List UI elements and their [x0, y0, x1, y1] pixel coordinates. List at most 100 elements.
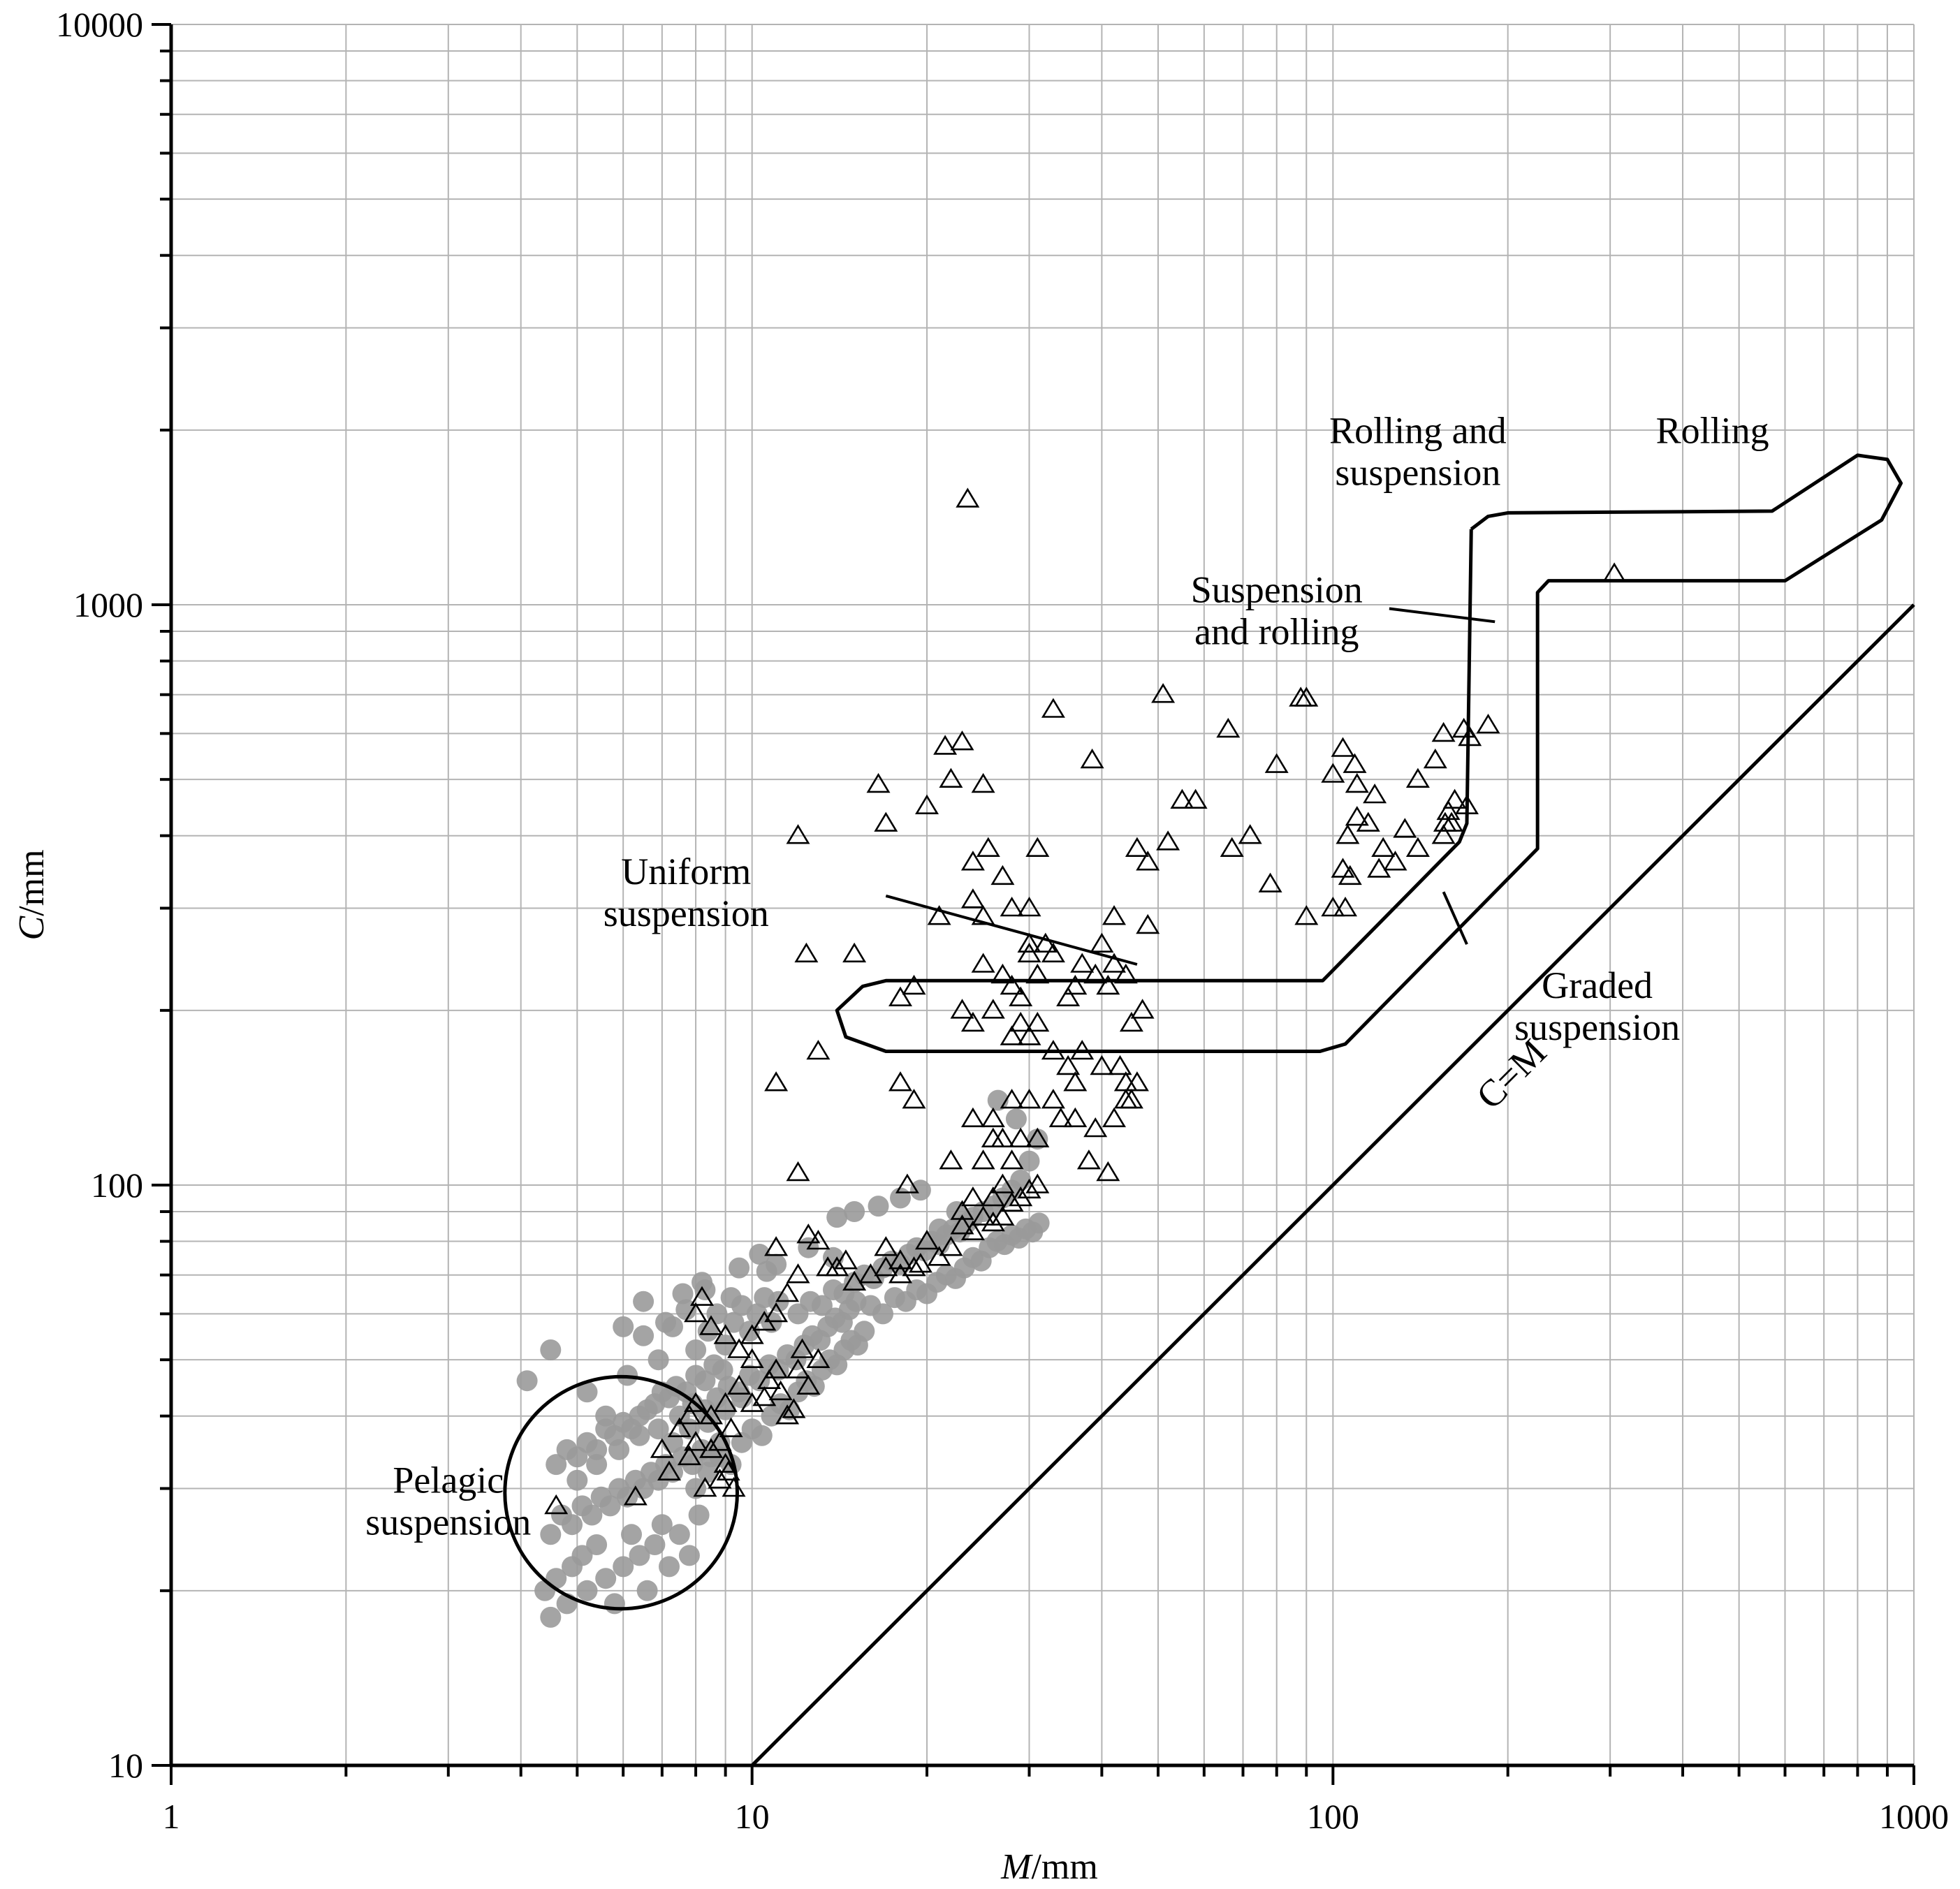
- data-point-triangle: [544, 1494, 569, 1515]
- data-point-triangle: [677, 1404, 701, 1425]
- data-point-triangle: [1405, 767, 1430, 788]
- data-point-triangle: [950, 1214, 974, 1235]
- data-point-triangle: [981, 999, 1005, 1019]
- data-point-triangle: [939, 1236, 963, 1256]
- data-point-circle: [576, 1381, 598, 1403]
- data-point-triangle: [796, 1374, 821, 1395]
- data-point-triangle: [1113, 963, 1138, 984]
- data-point-triangle: [1096, 974, 1120, 995]
- data-point-triangle: [782, 1398, 806, 1418]
- data-point-circle: [1005, 1108, 1027, 1130]
- data-point-triangle: [960, 888, 985, 909]
- data-point-triangle: [1083, 1117, 1108, 1138]
- data-point-triangle: [950, 730, 974, 751]
- data-point-triangle: [1431, 824, 1456, 844]
- data-point-triangle: [719, 1417, 743, 1437]
- data-point-triangle: [1017, 896, 1041, 917]
- annotation-line: Rolling and: [1329, 409, 1507, 451]
- data-point-triangle: [960, 1220, 985, 1240]
- data-point-triangle: [858, 1263, 883, 1284]
- data-point-triangle: [1017, 942, 1041, 963]
- data-point-triangle: [1025, 837, 1050, 857]
- data-point-circle: [648, 1349, 669, 1371]
- reference-line-c-equals-m: [750, 603, 1915, 1767]
- data-point-triangle: [981, 1211, 1005, 1232]
- data-point-circle: [633, 1325, 654, 1346]
- data-point-triangle: [990, 1205, 1015, 1226]
- data-point-circle: [678, 1545, 700, 1566]
- data-point-triangle: [1041, 698, 1065, 718]
- axis-label-unit: /mm: [1031, 1847, 1097, 1887]
- data-point-triangle: [1151, 683, 1176, 703]
- data-point-circle: [621, 1524, 642, 1545]
- data-point-triangle: [1333, 896, 1357, 917]
- data-point-circle: [890, 1187, 911, 1209]
- data-point-triangle: [1345, 772, 1369, 793]
- data-point-triangle: [727, 1338, 752, 1358]
- data-point-triangle: [650, 1438, 674, 1458]
- annotation-line: Graded: [1542, 964, 1653, 1006]
- data-point-triangle: [1017, 932, 1041, 953]
- data-point-circle: [540, 1606, 562, 1628]
- y-tick-label: 10000: [56, 5, 143, 44]
- annotation-line: suspension: [1514, 1006, 1680, 1048]
- data-point-circle: [581, 1504, 603, 1526]
- data-point-triangle: [1440, 811, 1464, 832]
- data-point-triangle: [775, 1404, 800, 1425]
- data-point-triangle: [657, 1460, 681, 1480]
- data-point-triangle: [667, 1417, 692, 1437]
- data-point-circle: [688, 1504, 710, 1526]
- data-point-triangle: [690, 1286, 714, 1306]
- data-point-circle: [692, 1272, 712, 1293]
- data-point-triangle: [1041, 942, 1065, 963]
- data-point-circle: [586, 1439, 608, 1460]
- data-point-triangle: [677, 1445, 701, 1466]
- data-point-triangle: [1220, 837, 1244, 857]
- data-point-triangle: [1000, 1191, 1024, 1212]
- data-point-triangle: [960, 1107, 985, 1128]
- data-point-circle: [571, 1545, 593, 1566]
- x-tick-label: 100: [1307, 1797, 1359, 1836]
- data-point-triangle: [939, 767, 963, 788]
- data-point-triangle: [1102, 953, 1126, 973]
- data-point-triangle: [971, 772, 995, 793]
- annotation-rolling-and-suspension: Rolling and suspension: [1329, 409, 1507, 493]
- data-point-triangle: [981, 1127, 1005, 1147]
- data-point-triangle: [1090, 1054, 1114, 1075]
- region-suspension-rolling-leader: [1389, 607, 1495, 624]
- data-point-circle: [562, 1514, 583, 1536]
- data-point-circle: [729, 1257, 750, 1279]
- data-point-triangle: [1476, 713, 1500, 734]
- region-graded-leader: [1442, 891, 1468, 946]
- data-point-triangle: [806, 1039, 831, 1060]
- data-point-triangle: [1102, 1107, 1126, 1128]
- region-upper-boundary: [835, 453, 1903, 1053]
- data-point-circle: [751, 1425, 773, 1446]
- data-point-triangle: [786, 824, 810, 844]
- data-point-circle: [613, 1316, 634, 1337]
- data-point-triangle: [1009, 1127, 1033, 1147]
- data-point-triangle: [1136, 851, 1160, 871]
- data-point-triangle: [1119, 1011, 1143, 1032]
- data-point-circle: [811, 1295, 833, 1316]
- data-point-triangle: [816, 1256, 840, 1277]
- data-point-circle: [604, 1593, 625, 1615]
- data-point-circle: [644, 1534, 666, 1555]
- data-point-triangle: [1156, 830, 1180, 851]
- data-point-triangle: [1338, 865, 1362, 885]
- region-uniform-leader: [885, 894, 1138, 966]
- data-point-triangle: [1423, 748, 1447, 769]
- data-point-triangle: [927, 1246, 951, 1266]
- data-point-triangle: [1321, 896, 1345, 917]
- data-point-triangle: [740, 1324, 764, 1344]
- data-point-triangle: [1113, 1071, 1138, 1091]
- data-point-circle: [540, 1339, 562, 1360]
- data-point-circle: [636, 1580, 658, 1601]
- data-point-triangle: [1063, 974, 1088, 995]
- data-point-triangle: [1000, 896, 1024, 917]
- data-point-circle: [613, 1556, 634, 1578]
- data-point-triangle: [1033, 932, 1058, 953]
- data-point-triangle: [1345, 806, 1369, 826]
- data-point-circle: [566, 1469, 588, 1491]
